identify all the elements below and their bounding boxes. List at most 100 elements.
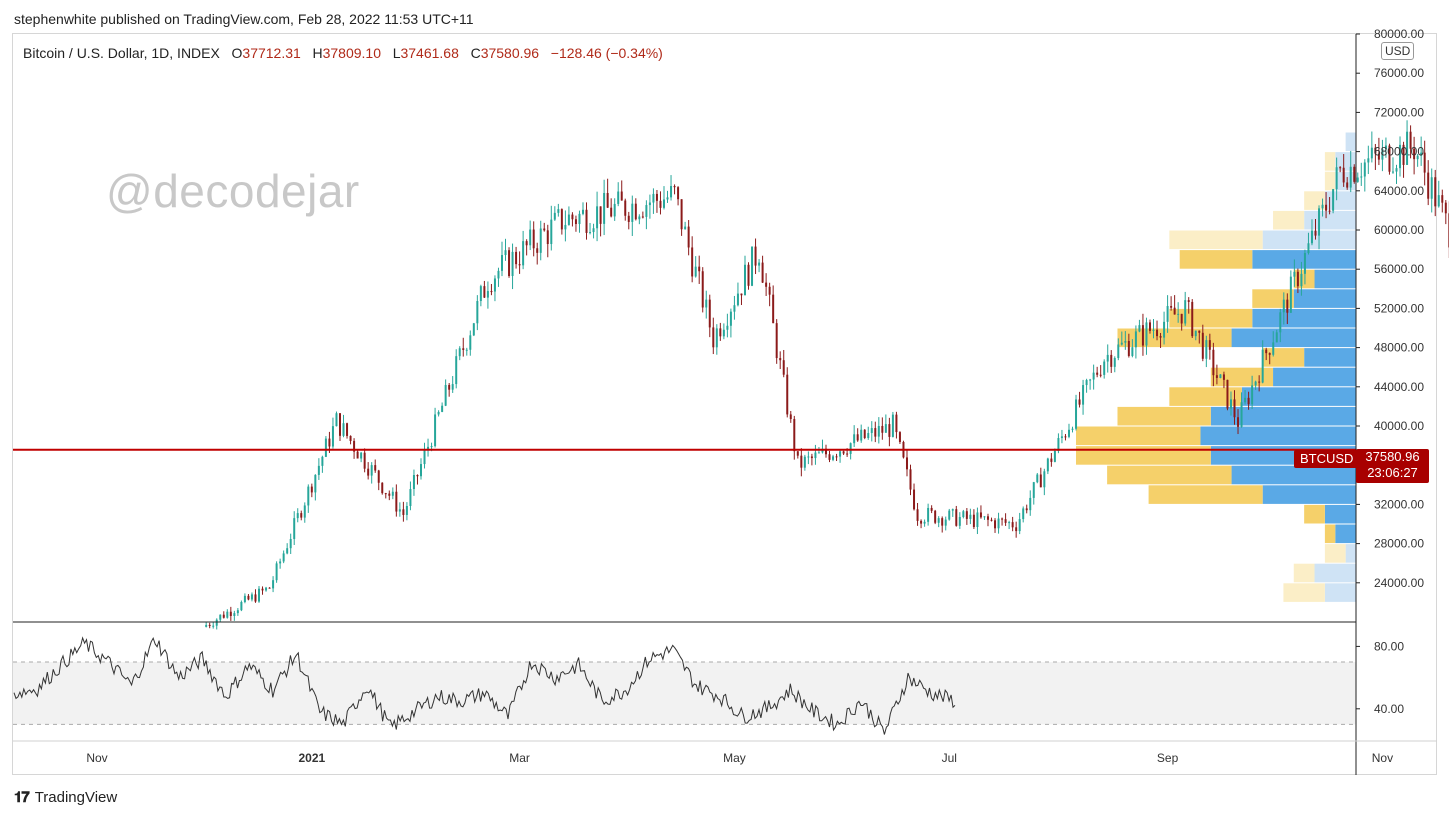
- candle-body: [839, 451, 842, 457]
- candle-body: [1191, 301, 1194, 337]
- candle-body: [1286, 299, 1289, 313]
- x-tick-label: Jul: [942, 751, 957, 765]
- candle-body: [402, 509, 405, 515]
- candle-body: [476, 301, 479, 324]
- candle-body: [747, 264, 750, 286]
- candle-body: [698, 266, 701, 272]
- candle-body: [581, 209, 584, 214]
- candle-body: [272, 580, 275, 589]
- tradingview-logo[interactable]: 𝟏𝟕 TradingView: [14, 789, 117, 806]
- candle-body: [374, 465, 377, 471]
- candle-body: [863, 429, 866, 439]
- candle-body: [810, 456, 813, 459]
- candle-body: [648, 202, 651, 206]
- candle-body: [726, 325, 729, 330]
- candle-body: [1275, 332, 1278, 343]
- candle-body: [853, 434, 856, 444]
- candle-body: [1201, 332, 1204, 359]
- candle-body: [1444, 202, 1447, 214]
- candle-body: [905, 457, 908, 470]
- candle-body: [793, 419, 796, 452]
- legend-low: 37461.68: [400, 45, 459, 61]
- volume-profile-down-bar: [1262, 348, 1305, 367]
- candle-body: [1307, 243, 1310, 254]
- candle-body: [884, 424, 887, 433]
- candle-body: [370, 465, 373, 476]
- candle-body: [895, 414, 898, 433]
- candle-body: [610, 207, 613, 217]
- candle-body: [536, 248, 539, 253]
- candle-body: [1043, 471, 1046, 488]
- candle-body: [321, 456, 324, 466]
- volume-profile-down-bar: [1148, 485, 1263, 504]
- candle-body: [360, 452, 363, 459]
- candle-body: [842, 451, 845, 454]
- candle-body: [722, 329, 725, 337]
- candle-body: [444, 384, 447, 406]
- candle-body: [1367, 158, 1370, 163]
- legend-open-label: O: [231, 45, 243, 61]
- currency-unit-button[interactable]: USD: [1381, 42, 1415, 60]
- candle-body: [504, 250, 507, 256]
- candle-body: [205, 624, 208, 627]
- volume-profile-down-bar: [1179, 250, 1253, 269]
- volume-profile-down-bar: [1169, 308, 1253, 328]
- candle-body: [1219, 374, 1222, 378]
- candle-body: [803, 456, 806, 468]
- x-tick-label: Nov: [86, 751, 107, 765]
- volume-profile-up-bar: [1324, 583, 1356, 602]
- candle-body: [1064, 436, 1067, 438]
- candle-body: [941, 518, 944, 526]
- published-line: stephenwhite published on TradingView.co…: [14, 11, 474, 27]
- candle-body: [937, 518, 940, 523]
- candle-body: [416, 475, 419, 477]
- candle-body: [620, 191, 623, 201]
- candle-body: [1251, 385, 1254, 405]
- volume-profile-up-bar: [1304, 210, 1356, 230]
- candle-body: [500, 255, 503, 271]
- candle-body: [1141, 325, 1144, 346]
- candle-body: [342, 423, 345, 436]
- candle-body: [754, 246, 757, 266]
- rsi-tick-label: 40.00: [1374, 702, 1404, 716]
- legend-close: 37580.96: [480, 45, 540, 61]
- candle-body: [684, 226, 687, 230]
- candle-body: [736, 293, 739, 306]
- candle-body: [465, 349, 468, 351]
- x-tick-label: Mar: [509, 751, 530, 765]
- candle-body: [1018, 519, 1021, 532]
- candle-body: [328, 438, 331, 447]
- candle-body: [1205, 340, 1208, 359]
- candle-body: [1391, 171, 1394, 173]
- candle-body: [215, 619, 218, 626]
- rsi-band: [13, 662, 1356, 725]
- candle-body: [817, 452, 820, 454]
- candle-body: [1166, 306, 1169, 322]
- candle-body: [1082, 385, 1085, 405]
- candle-body: [705, 299, 708, 308]
- y-tick-label: 52000.00: [1374, 301, 1424, 315]
- candle-body: [782, 360, 785, 375]
- legend-change: −128.46 (−0.34%): [550, 45, 663, 61]
- candle-body: [1423, 152, 1426, 173]
- x-tick-label: May: [723, 751, 746, 765]
- candle-body: [233, 613, 236, 616]
- candle-body: [511, 251, 514, 277]
- candle-body: [367, 468, 370, 476]
- candle-body: [567, 214, 570, 225]
- candle-body: [997, 518, 1000, 529]
- candle-body: [279, 561, 282, 564]
- candle-body: [226, 611, 229, 618]
- volume-profile-up-bar: [1335, 171, 1356, 191]
- candle-body: [1032, 482, 1035, 498]
- x-tick-label: Nov: [1372, 751, 1393, 765]
- candle-body: [1363, 162, 1366, 177]
- candle-body: [398, 509, 401, 512]
- y-tick-label: 44000.00: [1374, 380, 1424, 394]
- candle-body: [641, 216, 644, 218]
- candle-body: [557, 209, 560, 213]
- volume-profile-up-bar: [1314, 563, 1356, 583]
- candle-body: [289, 538, 292, 549]
- candle-body: [870, 428, 873, 434]
